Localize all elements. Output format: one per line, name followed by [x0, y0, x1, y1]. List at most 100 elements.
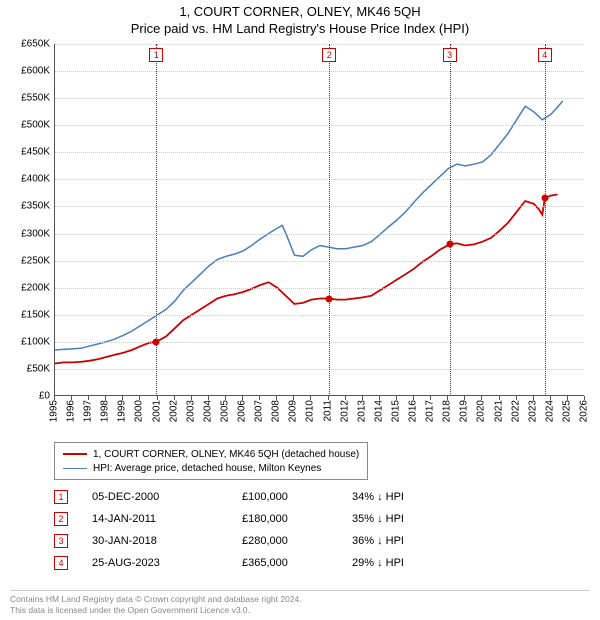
- legend-item: HPI: Average price, detached house, Milt…: [63, 461, 359, 475]
- x-tick-label: 2014: [373, 400, 384, 422]
- legend-item: 1, COURT CORNER, OLNEY, MK46 5QH (detach…: [63, 447, 359, 461]
- y-tick-label: £300K: [10, 228, 50, 239]
- sales-date: 30-JAN-2018: [92, 535, 242, 547]
- gridline: [55, 206, 584, 207]
- x-tick-label: 2022: [510, 400, 521, 422]
- sales-row: 214-JAN-2011£180,00035% ↓ HPI: [54, 508, 452, 530]
- plot-area: 1234: [54, 44, 584, 396]
- y-tick-label: £250K: [10, 255, 50, 266]
- gridline: [55, 369, 584, 370]
- sale-marker-label: 4: [538, 48, 552, 62]
- chart-title-block: 1, COURT CORNER, OLNEY, MK46 5QH Price p…: [0, 0, 600, 36]
- gridline: [55, 152, 584, 153]
- x-tick-label: 2017: [425, 400, 436, 422]
- sales-table: 105-DEC-2000£100,00034% ↓ HPI 2 14-JAN-201…: [54, 486, 452, 574]
- x-tick-label: 2012: [339, 400, 350, 422]
- sales-date: 05-DEC-2000: [92, 491, 242, 503]
- legend-swatch: [63, 468, 87, 469]
- legend: 1, COURT CORNER, OLNEY, MK46 5QH (detach…: [54, 442, 368, 480]
- attribution: Contains HM Land Registry data © Crown c…: [10, 590, 590, 616]
- x-tick-label: 2001: [151, 400, 162, 422]
- attribution-line2: This data is licensed under the Open Gov…: [10, 605, 590, 616]
- x-tick-label: 1995: [49, 400, 60, 422]
- sales-date: 25-AUG-2023: [92, 557, 242, 569]
- sales-price: £280,000: [242, 535, 352, 547]
- x-tick-label: 1998: [100, 400, 111, 422]
- x-tick-label: 1997: [83, 400, 94, 422]
- sale-marker-dot: [541, 195, 548, 202]
- x-tick-label: 1999: [117, 400, 128, 422]
- sale-marker-label: 1: [149, 48, 163, 62]
- x-tick-label: 2006: [237, 400, 248, 422]
- gridline: [55, 315, 584, 316]
- x-tick-label: 1996: [66, 400, 77, 422]
- y-tick-label: £450K: [10, 147, 50, 158]
- sales-date: 14-JAN-2011: [92, 513, 242, 525]
- gridline: [55, 288, 584, 289]
- chart-container: 1234 £0£50K£100K£150K£200K£250K£300K£350…: [10, 44, 590, 438]
- sale-marker-dot: [153, 338, 160, 345]
- sales-price: £365,000: [242, 557, 352, 569]
- x-tick-label: 2021: [493, 400, 504, 422]
- gridline: [55, 234, 584, 235]
- x-tick-label: 2010: [305, 400, 316, 422]
- gridline: [55, 342, 584, 343]
- sale-marker-label: 3: [443, 48, 457, 62]
- gridline: [55, 179, 584, 180]
- sales-diff: 34% ↓ HPI: [352, 491, 452, 503]
- x-tick-label: 2004: [202, 400, 213, 422]
- y-tick-label: £650K: [10, 39, 50, 50]
- sales-index: 3: [54, 534, 68, 548]
- gridline: [55, 71, 584, 72]
- sale-marker-line: [329, 44, 330, 396]
- x-tick-label: 2005: [219, 400, 230, 422]
- x-tick-label: 2018: [442, 400, 453, 422]
- y-tick-label: £50K: [10, 363, 50, 374]
- y-tick-label: £100K: [10, 336, 50, 347]
- series-hpi: [55, 101, 563, 350]
- x-tick-label: 2009: [288, 400, 299, 422]
- sales-price: £100,000: [242, 491, 352, 503]
- title-address: 1, COURT CORNER, OLNEY, MK46 5QH: [0, 4, 600, 19]
- x-tick-label: 2020: [476, 400, 487, 422]
- y-tick-label: £500K: [10, 120, 50, 131]
- sales-diff: 29% ↓ HPI: [352, 557, 452, 569]
- sales-diff: 36% ↓ HPI: [352, 535, 452, 547]
- gridline: [55, 44, 584, 45]
- x-tick-label: 2019: [459, 400, 470, 422]
- sale-marker-dot: [326, 295, 333, 302]
- sales-row: 105-DEC-2000£100,00034% ↓ HPI: [54, 486, 452, 508]
- sales-index: 4: [54, 556, 68, 570]
- x-tick-label: 2007: [254, 400, 265, 422]
- legend-label: 1, COURT CORNER, OLNEY, MK46 5QH (detach…: [93, 449, 359, 460]
- y-tick-label: £550K: [10, 93, 50, 104]
- x-tick-label: 2023: [527, 400, 538, 422]
- y-tick-label: £350K: [10, 201, 50, 212]
- x-tick-label: 2015: [390, 400, 401, 422]
- x-tick-label: 2013: [356, 400, 367, 422]
- x-tick-label: 2002: [168, 400, 179, 422]
- sale-marker-line: [545, 44, 546, 396]
- sales-diff: 35% ↓ HPI: [352, 513, 452, 525]
- x-tick-label: 2011: [322, 400, 333, 422]
- sales-row: 3 30-JAN-2018£280,00036% ↓ HPI: [54, 530, 452, 552]
- sales-row: 4 25-AUG-2023£365,00029% ↓ HPI: [54, 552, 452, 574]
- legend-label: HPI: Average price, detached house, Milt…: [93, 463, 321, 474]
- sales-index: 2: [54, 512, 68, 526]
- gridline: [55, 261, 584, 262]
- chart-lines: [55, 44, 585, 396]
- x-tick-label: 2008: [271, 400, 282, 422]
- attribution-line1: Contains HM Land Registry data © Crown c…: [10, 594, 590, 605]
- y-tick-label: £600K: [10, 66, 50, 77]
- y-tick-label: £0: [10, 391, 50, 402]
- y-tick-label: £200K: [10, 282, 50, 293]
- sale-marker-line: [450, 44, 451, 396]
- x-tick-label: 2003: [185, 400, 196, 422]
- title-subtitle: Price paid vs. HM Land Registry's House …: [0, 21, 600, 36]
- x-tick-label: 2000: [134, 400, 145, 422]
- y-tick-label: £150K: [10, 309, 50, 320]
- legend-swatch: [63, 453, 87, 455]
- x-tick-label: 2016: [408, 400, 419, 422]
- sale-marker-dot: [446, 241, 453, 248]
- x-tick-label: 2024: [544, 400, 555, 422]
